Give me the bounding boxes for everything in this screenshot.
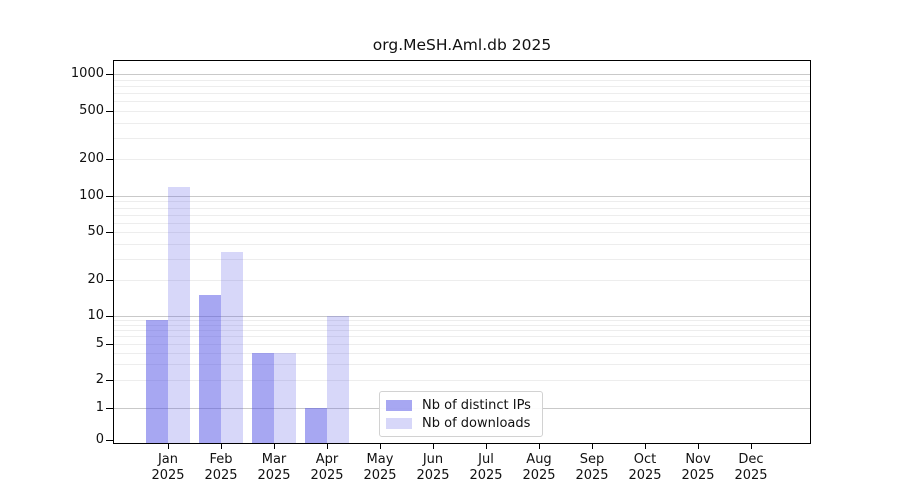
gridline-minor <box>114 324 810 326</box>
gridline-minor <box>114 320 810 322</box>
legend-label-downloads: Nb of downloads <box>422 416 531 431</box>
y-tick-label: 20 <box>87 271 104 287</box>
gridline-minor <box>114 330 810 332</box>
y-tick-label: 5 <box>95 335 104 351</box>
x-tick-mark <box>221 444 222 449</box>
x-tick-mark <box>698 444 699 449</box>
y-tick-label: 100 <box>79 188 104 203</box>
gridline-major <box>114 196 810 197</box>
gridline-minor <box>114 222 810 224</box>
x-tick-label: Sep 2025 <box>575 452 609 483</box>
legend-item-downloads: Nb of downloads <box>386 415 534 432</box>
x-tick-mark <box>274 444 275 449</box>
y-tick-label: 50 <box>87 224 104 240</box>
y-tick-mark <box>106 316 113 317</box>
gridline-minor <box>114 352 810 354</box>
y-tick-mark <box>106 408 113 409</box>
y-tick-mark <box>106 343 113 345</box>
gridline-minor <box>114 336 810 338</box>
bar-downloads-apr <box>327 316 349 443</box>
gridline-minor <box>114 79 810 81</box>
x-tick-label: May 2025 <box>363 452 397 483</box>
y-tick-mark <box>106 110 113 112</box>
gridline-minor <box>114 92 810 94</box>
y-tick-label: 2 <box>95 372 104 388</box>
bar-downloads-mar <box>274 352 296 443</box>
gridline-minor <box>114 207 810 209</box>
gridline-minor <box>114 279 810 281</box>
gridline-minor <box>114 258 810 260</box>
legend-swatch-downloads <box>386 418 412 429</box>
y-tick-mark <box>106 279 113 281</box>
y-tick-label: 0 <box>95 432 104 447</box>
x-tick-label: Jun 2025 <box>416 452 450 483</box>
x-tick-mark <box>380 444 381 449</box>
y-tick-label: 10 <box>87 308 104 323</box>
y-tick-mark <box>106 380 113 382</box>
gridline-minor <box>114 364 810 366</box>
legend-swatch-distinct-ips <box>386 400 412 411</box>
x-tick-mark <box>751 444 752 449</box>
x-tick-mark <box>433 444 434 449</box>
plot-area <box>113 60 811 444</box>
gridline-major <box>114 316 810 317</box>
y-tick-label: 500 <box>79 102 104 118</box>
gridline-minor <box>114 380 810 382</box>
bar-distinct-ips-mar <box>252 352 274 443</box>
gridline-minor <box>114 201 810 203</box>
gridline-minor <box>114 214 810 216</box>
y-tick-mark <box>106 232 113 234</box>
x-tick-label: Jan 2025 <box>151 452 185 483</box>
legend-item-distinct-ips: Nb of distinct IPs <box>386 397 534 414</box>
bar-downloads-jan <box>168 186 190 443</box>
x-tick-label: Oct 2025 <box>628 452 662 483</box>
y-tick-label: 1 <box>95 400 104 415</box>
gridline-major <box>114 74 810 75</box>
chart-title: org.MeSH.Aml.db 2025 <box>372 36 552 54</box>
x-tick-label: Dec 2025 <box>734 452 768 483</box>
x-tick-mark <box>486 444 487 449</box>
bar-downloads-feb <box>221 252 243 443</box>
gridline-minor <box>114 85 810 87</box>
gridline-minor <box>114 137 810 139</box>
gridline-minor <box>114 343 810 345</box>
gridline-minor <box>114 110 810 112</box>
legend: Nb of distinct IPs Nb of downloads <box>379 391 543 437</box>
x-tick-mark <box>592 444 593 449</box>
x-tick-label: Jul 2025 <box>469 452 503 483</box>
x-tick-label: Apr 2025 <box>310 452 344 483</box>
x-tick-label: Nov 2025 <box>681 452 715 483</box>
y-tick-mark <box>106 440 113 441</box>
x-tick-mark <box>539 444 540 449</box>
gridline-minor <box>114 159 810 161</box>
legend-label-distinct-ips: Nb of distinct IPs <box>422 398 531 413</box>
x-tick-label: Mar 2025 <box>257 452 291 483</box>
x-tick-mark <box>327 444 328 449</box>
gridline-minor <box>114 243 810 245</box>
bar-distinct-ips-feb <box>199 294 221 443</box>
y-tick-label: 200 <box>79 151 104 167</box>
gridline-minor <box>114 232 810 234</box>
y-tick-mark <box>106 196 113 197</box>
x-tick-label: Feb 2025 <box>204 452 238 483</box>
x-tick-mark <box>645 444 646 449</box>
y-tick-mark <box>106 74 113 75</box>
gridline-minor <box>114 101 810 103</box>
x-tick-mark <box>168 444 169 449</box>
bar-distinct-ips-apr <box>305 408 327 443</box>
bar-distinct-ips-jan <box>146 320 168 443</box>
y-tick-mark <box>106 159 113 161</box>
y-tick-label: 1000 <box>70 66 104 81</box>
x-tick-label: Aug 2025 <box>522 452 556 483</box>
gridline-minor <box>114 122 810 124</box>
